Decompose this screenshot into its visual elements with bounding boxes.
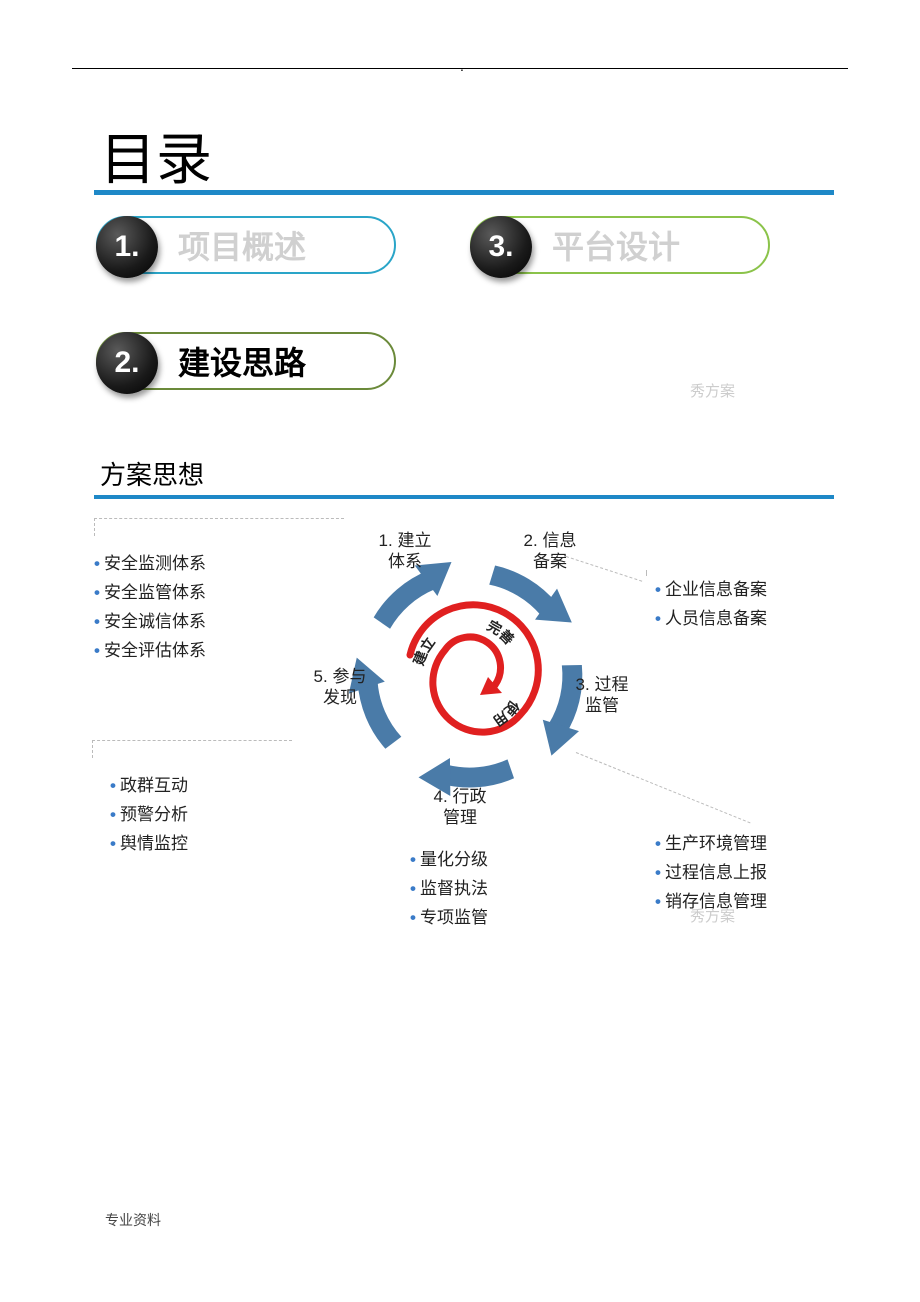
- toc-title: 目录: [100, 115, 212, 196]
- list-item: 过程信息上报: [655, 859, 767, 888]
- list-item: 政群互动: [110, 772, 188, 801]
- section-title: 方案思想: [100, 455, 204, 492]
- list-item: 安全监测体系: [94, 550, 206, 579]
- list-item: 量化分级: [410, 846, 488, 875]
- footer-text: 专业资料: [105, 1210, 161, 1230]
- toc-label-1: 项目概述: [178, 222, 306, 268]
- toc-label-3: 平台设计: [552, 222, 680, 268]
- list-5: 政群互动 预警分析 舆情监控: [110, 772, 188, 859]
- watermark-2: 秀方案: [690, 905, 735, 926]
- cycle-step-4: 4. 行政管理: [420, 786, 500, 829]
- toc-item-3: 3. 平台设计: [470, 216, 770, 274]
- dash-line: [94, 518, 95, 536]
- list-4: 量化分级 监督执法 专项监管: [410, 846, 488, 933]
- list-1: 安全监测体系 安全监管体系 安全诚信体系 安全评估体系: [94, 550, 206, 666]
- list-item: 专项监管: [410, 904, 488, 933]
- section-underline: [94, 495, 834, 499]
- list-item: 生产环境管理: [655, 830, 767, 859]
- list-item: 监督执法: [410, 875, 488, 904]
- toc-item-2: 2. 建设思路: [96, 332, 396, 390]
- watermark-1: 秀方案: [690, 380, 735, 401]
- list-item: 预警分析: [110, 801, 188, 830]
- list-item: 企业信息备案: [655, 576, 767, 605]
- list-item: 安全诚信体系: [94, 608, 206, 637]
- dash-line: [92, 740, 93, 758]
- list-item: 安全监管体系: [94, 579, 206, 608]
- list-item: 舆情监控: [110, 830, 188, 859]
- toc-badge-1: 1.: [96, 216, 158, 278]
- cycle-step-2: 2. 信息备案: [510, 530, 590, 573]
- toc-badge-2: 2.: [96, 332, 158, 394]
- toc-label-2: 建设思路: [178, 338, 306, 384]
- toc-item-1: 1. 项目概述: [96, 216, 396, 274]
- list-3: 生产环境管理 过程信息上报 销存信息管理: [655, 830, 767, 917]
- toc-underline: [94, 190, 834, 195]
- dash-line: [94, 518, 344, 519]
- cycle-step-5: 5. 参与发现: [300, 666, 380, 709]
- list-2: 企业信息备案 人员信息备案: [655, 576, 767, 634]
- toc-badge-3: 3.: [470, 216, 532, 278]
- header-dot: .: [460, 58, 464, 74]
- list-item: 人员信息备案: [655, 605, 767, 634]
- cycle-step-1: 1. 建立体系: [360, 530, 450, 573]
- list-item: 安全评估体系: [94, 637, 206, 666]
- dash-line: [646, 570, 647, 576]
- dash-line: [92, 740, 292, 741]
- cycle-step-3: 3. 过程监管: [562, 674, 642, 717]
